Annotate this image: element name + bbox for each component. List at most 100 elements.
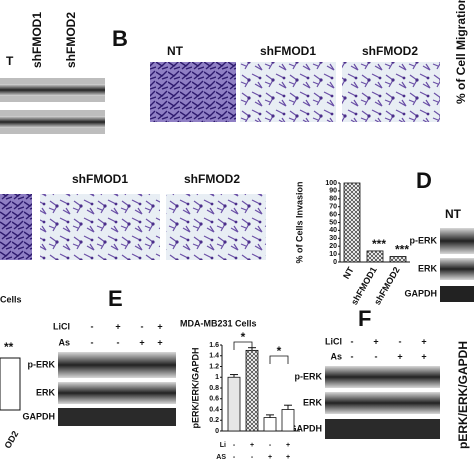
treatment-name: LiCl — [53, 321, 70, 331]
row-label: p-ERK — [410, 235, 438, 245]
xrow-sign: + — [268, 454, 272, 461]
xrow-sign: - — [251, 454, 254, 461]
bar — [366, 250, 384, 263]
y-tick-label: 0 — [333, 259, 337, 266]
treatment-sign: + — [373, 336, 378, 346]
blot-band — [440, 258, 474, 280]
bar — [343, 182, 361, 263]
category-label: OD2 — [2, 429, 20, 450]
treatment-sign: + — [139, 337, 144, 347]
image-label: shFMOD2 — [184, 172, 240, 186]
xrow-sign: - — [233, 454, 236, 461]
bar — [263, 417, 277, 432]
image-label: shFMOD1 — [260, 44, 316, 58]
bar — [281, 409, 295, 432]
bar — [227, 376, 241, 432]
treatment-sign: - — [117, 337, 120, 347]
xrow-sign: - — [269, 442, 272, 449]
y-tick-label: 50 — [329, 219, 337, 226]
treatment-sign: - — [141, 321, 144, 331]
blot-band — [440, 286, 474, 302]
x-tick-label: NT — [341, 265, 356, 281]
xrow-sign: + — [286, 442, 290, 449]
xrow-name: Li — [220, 442, 226, 449]
treatment-sign: + — [157, 321, 162, 331]
row-label: p-ERK — [28, 359, 56, 369]
treatment-sign: - — [351, 351, 354, 361]
y-tick-label: 0.2 — [209, 417, 219, 424]
y-tick-label: 0.4 — [209, 406, 219, 413]
treatment-sign: + — [397, 351, 402, 361]
blot-band — [325, 366, 440, 388]
micrograph — [150, 62, 236, 122]
y-tick-label: 20 — [329, 243, 337, 250]
row-label: ERK — [418, 263, 438, 273]
treatment-name: LiCl — [325, 336, 342, 346]
lane-label: NT — [445, 207, 462, 221]
micrograph — [40, 194, 160, 260]
chart-title: MDA-MB231 Cells — [180, 318, 257, 328]
panel-label: B — [112, 26, 128, 51]
y-tick-label: 1.2 — [209, 363, 219, 370]
micrograph — [342, 62, 440, 122]
xrow-sign: + — [286, 454, 290, 461]
treatment-sign: + — [421, 351, 426, 361]
partial-bar — [0, 357, 21, 411]
y-tick-label: 1.4 — [209, 353, 219, 360]
row-label: ERK — [303, 397, 323, 407]
treatment-sign: - — [399, 336, 402, 346]
lane-label: shFMOD2 — [64, 12, 78, 68]
chart-title: Cells — [0, 294, 22, 304]
annotation: *** — [372, 237, 386, 251]
row-label: GAPDH — [404, 288, 437, 298]
image-label: shFMOD2 — [362, 44, 418, 58]
y-tick-label: 100 — [325, 180, 337, 187]
blot-band — [0, 84, 105, 96]
bar — [389, 256, 407, 263]
y-tick-label: 10 — [329, 251, 337, 258]
blot-band — [440, 228, 474, 254]
row-label: ERK — [36, 387, 56, 397]
blot-band — [325, 392, 440, 414]
micrograph — [166, 194, 266, 260]
y-tick-label: 1 — [215, 374, 219, 381]
axis-label: % of Cells Invasion — [294, 181, 304, 263]
xrow-sign: + — [250, 442, 254, 449]
panel-label: E — [108, 286, 123, 311]
bracket — [233, 341, 253, 350]
blot-band — [325, 419, 440, 439]
blot-band — [58, 352, 176, 378]
y-tick-label: 60 — [329, 211, 337, 218]
row-label: GAPDH — [289, 423, 322, 433]
treatment-name: As — [330, 351, 342, 361]
row-label: GAPDH — [22, 411, 55, 421]
lane-label: shFMOD1 — [30, 12, 44, 68]
blot-band — [58, 408, 176, 426]
annotation: *** — [395, 243, 409, 257]
bar — [245, 349, 259, 432]
y-tick-label: 1.6 — [209, 342, 219, 349]
row-label: p-ERK — [295, 371, 323, 381]
panel-label: F — [358, 306, 371, 331]
blot-band — [58, 382, 176, 404]
lane-label: T — [6, 54, 14, 68]
treatment-sign: + — [115, 321, 120, 331]
y-tick-label: 0.6 — [209, 396, 219, 403]
y-tick-label: 30 — [329, 235, 337, 242]
treatment-sign: - — [375, 351, 378, 361]
axis-label: % of Cell Migration — [454, 0, 468, 104]
micrograph — [240, 62, 336, 122]
y-tick-label: 0 — [215, 428, 219, 435]
annotation: * — [277, 344, 282, 358]
blot-band — [0, 116, 105, 128]
treatment-sign: - — [91, 321, 94, 331]
treatment-sign: - — [351, 336, 354, 346]
treatment-sign: + — [157, 337, 162, 347]
y-tick-label: 40 — [329, 227, 337, 234]
y-tick-label: 80 — [329, 196, 337, 203]
annotation: * — [241, 330, 246, 344]
axis-label: pERK/ERK/GAPDH — [456, 341, 470, 449]
y-tick-label: 70 — [329, 204, 337, 211]
micrograph — [0, 194, 32, 260]
